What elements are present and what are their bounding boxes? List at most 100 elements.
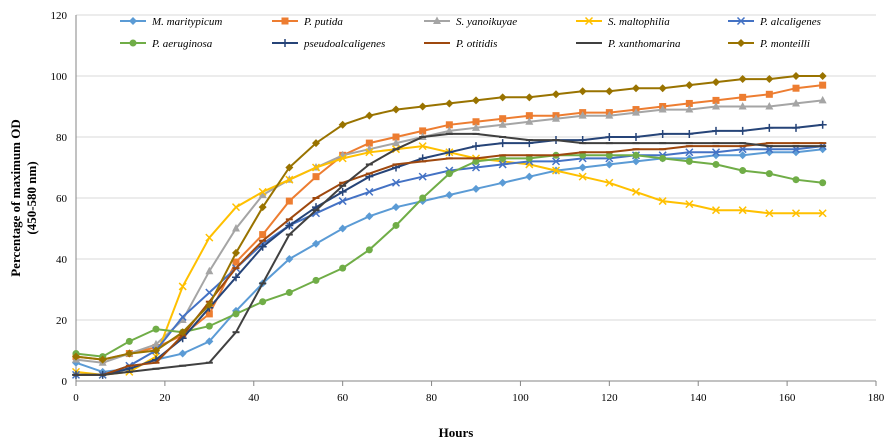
data-point (551, 157, 561, 166)
legend-item: pseudoalcaligenes (272, 38, 385, 50)
data-point (392, 203, 400, 212)
data-point (792, 176, 800, 184)
data-point (498, 178, 507, 187)
data-point (258, 203, 267, 212)
data-point (125, 349, 134, 358)
y-tick-label: 100 (51, 71, 68, 83)
data-point (525, 117, 534, 125)
data-point (631, 187, 641, 196)
data-point (152, 339, 160, 348)
series-p-aeruginosa (72, 151, 827, 361)
y-tick-label: 0 (62, 376, 68, 388)
data-point (578, 111, 587, 119)
data-point (711, 148, 721, 157)
data-point (339, 264, 347, 272)
data-point (445, 170, 453, 178)
data-point (818, 120, 827, 129)
data-point (433, 16, 441, 24)
data-point (338, 120, 347, 129)
data-point (712, 126, 720, 135)
data-point (525, 154, 533, 162)
y-tick-label: 20 (56, 315, 68, 327)
data-point (205, 337, 214, 346)
data-point (338, 197, 347, 206)
data-point (525, 112, 533, 120)
data-point (765, 123, 774, 132)
data-point (632, 133, 640, 141)
data-point (738, 75, 747, 84)
data-point (205, 310, 213, 318)
y-tick-label: 80 (56, 132, 68, 144)
data-point (818, 72, 827, 80)
data-point (178, 328, 187, 337)
legend-item: S. maltophilia (576, 16, 670, 28)
data-point (258, 242, 267, 251)
data-point (632, 108, 640, 116)
legend: M. maritypicum P. putida S. yanoikuyae S. m… (120, 16, 821, 50)
data-point (285, 255, 294, 263)
data-point (391, 178, 401, 187)
legend-item: P. otitidis (424, 38, 497, 50)
data-point (472, 96, 480, 105)
legend-item: P. putida (272, 16, 343, 28)
legend-label: S. maltophilia (608, 16, 670, 28)
data-point (285, 221, 294, 230)
data-point (712, 160, 720, 168)
data-point (685, 105, 694, 113)
y-tick-label: 120 (51, 10, 68, 22)
data-point (178, 349, 187, 358)
data-point (205, 288, 214, 297)
data-point (738, 206, 747, 215)
data-point (178, 282, 187, 291)
x-tick-label: 120 (601, 392, 618, 404)
data-point (72, 352, 80, 361)
data-point (311, 163, 321, 172)
data-point (551, 166, 561, 175)
legend-item: P. monteilli (728, 38, 810, 50)
x-axis-title: Hours (439, 425, 474, 440)
data-point (819, 179, 827, 187)
data-point (525, 93, 534, 102)
x-tick-label: 20 (159, 392, 171, 404)
x-tick-labels: 0 20 40 60 80 100 120 140 160 180 (73, 392, 885, 404)
data-point (312, 139, 320, 148)
data-point (605, 178, 614, 187)
data-point (579, 151, 587, 159)
series-line (75, 148, 823, 373)
data-point (129, 17, 137, 25)
data-point (685, 99, 693, 107)
legend-item: P. xanthomarina (576, 38, 681, 50)
data-point (685, 200, 694, 209)
data-point (338, 187, 347, 196)
data-point (792, 123, 800, 132)
data-point (712, 102, 720, 110)
data-point (498, 160, 507, 169)
data-point (659, 154, 667, 162)
data-point (259, 298, 267, 306)
data-point (605, 133, 614, 141)
data-point (712, 96, 720, 104)
y-axis-subtitle: (450-580 nm) (24, 161, 39, 234)
data-point (632, 151, 640, 159)
data-point (738, 151, 747, 160)
data-point (205, 233, 214, 242)
data-point (498, 120, 507, 128)
series-line (75, 75, 823, 361)
data-point (445, 148, 454, 157)
data-point (232, 310, 240, 318)
data-point (658, 129, 667, 138)
series-pseudoalcaligenes (72, 120, 827, 379)
data-point (232, 258, 240, 266)
data-point (472, 142, 480, 151)
data-point (312, 276, 320, 284)
data-point (819, 81, 827, 89)
data-point (338, 224, 347, 233)
data-point (312, 173, 320, 181)
data-point (365, 111, 374, 120)
series-line (76, 123, 823, 376)
series-s-yanoikuyae (72, 95, 827, 366)
data-point (765, 170, 773, 178)
data-point (365, 212, 374, 221)
x-tick-label: 160 (779, 392, 796, 404)
